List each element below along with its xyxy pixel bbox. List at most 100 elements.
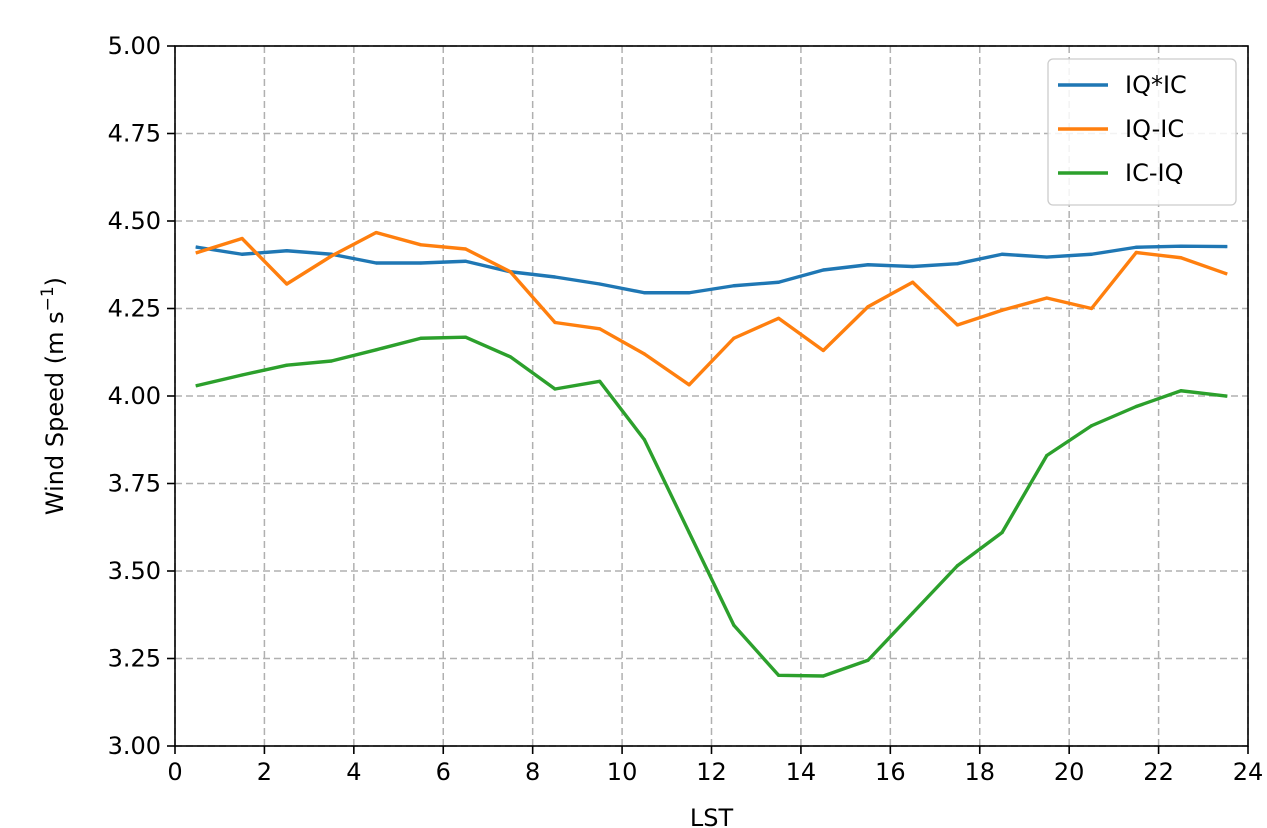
data-point-1-17	[955, 323, 959, 327]
legend-label-0: IQ*IC	[1125, 71, 1187, 99]
legend-box	[1047, 58, 1237, 206]
y-tick-label-7: 4.75	[108, 120, 161, 148]
x-tick-label-4: 8	[525, 758, 540, 786]
series-lines	[195, 230, 1228, 678]
data-point-0-11	[687, 291, 691, 295]
x-tick-label-0: 0	[167, 758, 182, 786]
data-point-0-23	[1224, 244, 1228, 249]
data-point-1-7	[508, 270, 512, 274]
x-tick-label-7: 14	[786, 758, 817, 786]
data-point-0-22	[1179, 244, 1183, 248]
data-point-1-3	[329, 254, 334, 258]
data-point-1-13	[776, 316, 781, 320]
x-tick-label-6: 12	[696, 758, 727, 786]
y-tick-label-2: 3.50	[108, 557, 161, 585]
x-tick-label-9: 18	[964, 758, 995, 786]
data-point-2-9	[598, 379, 602, 383]
data-point-0-6	[464, 259, 468, 263]
data-point-1-1	[240, 236, 244, 241]
y-axis-label-main: Wind Speed (m s	[41, 311, 69, 515]
data-point-2-18	[1000, 530, 1004, 535]
data-point-1-11	[687, 383, 691, 387]
x-tick-label-1: 2	[257, 758, 272, 786]
data-point-1-16	[911, 280, 915, 284]
data-point-1-6	[464, 247, 468, 251]
data-point-2-4	[374, 348, 378, 352]
data-point-2-8	[553, 387, 557, 391]
x-tick-label-11: 22	[1143, 758, 1174, 786]
data-point-1-5	[419, 243, 423, 247]
data-point-1-14	[821, 348, 825, 353]
data-point-1-20	[1089, 306, 1094, 311]
data-point-1-4	[374, 230, 378, 235]
x-tick-label-5: 10	[607, 758, 638, 786]
data-point-2-6	[464, 335, 468, 339]
x-tick-label-3: 6	[436, 758, 451, 786]
data-point-0-1	[240, 252, 244, 256]
y-tick-label-1: 3.25	[108, 645, 161, 673]
data-point-2-20	[1089, 424, 1094, 428]
y-tick-label-5: 4.25	[108, 295, 161, 323]
data-point-1-18	[1000, 308, 1004, 312]
series-0	[195, 244, 1228, 295]
y-tick-label-0: 3.00	[108, 732, 161, 760]
data-point-0-0	[195, 245, 199, 249]
data-point-0-18	[1000, 252, 1004, 256]
data-point-2-0	[195, 383, 199, 388]
data-point-1-8	[553, 320, 557, 325]
data-point-0-8	[553, 275, 557, 279]
y-tick-label-3: 3.75	[108, 470, 161, 498]
axis-ticks: 0 2 4 6 8 10 12 14 16 18 20 22 243.003.253.503.754.0…	[108, 32, 1264, 786]
legend-label-1: IQ-IC	[1125, 115, 1184, 143]
data-point-0-10	[642, 291, 647, 295]
legend: IQ*IC IQ-IC IC-IQ	[1047, 58, 1237, 206]
series-1	[195, 230, 1228, 387]
series-2	[195, 335, 1228, 678]
x-axis-label: LST	[690, 804, 734, 828]
data-point-1-23	[1224, 271, 1228, 276]
y-tick-label-6: 4.50	[108, 207, 161, 235]
y-tick-label-8: 5.00	[108, 32, 161, 60]
series-line-2	[195, 335, 1228, 678]
data-point-2-5	[419, 336, 423, 340]
series-line-1	[195, 230, 1228, 387]
data-point-2-11	[687, 530, 691, 535]
x-tick-label-12: 24	[1233, 758, 1264, 786]
data-point-0-16	[911, 264, 915, 269]
data-point-0-14	[821, 268, 825, 272]
y-axis-label: Wind Speed (m s−1)	[38, 277, 69, 515]
data-point-2-19	[1045, 453, 1049, 458]
data-point-2-15	[866, 658, 870, 662]
data-point-0-21	[1134, 245, 1138, 249]
data-point-2-13	[776, 673, 781, 677]
data-point-2-12	[732, 623, 736, 627]
data-point-1-21	[1134, 250, 1138, 255]
data-point-0-13	[776, 280, 781, 284]
data-point-0-12	[732, 284, 736, 288]
data-point-1-9	[598, 327, 602, 331]
data-point-1-0	[195, 250, 199, 255]
x-tick-label-10: 20	[1054, 758, 1085, 786]
data-point-1-10	[642, 352, 647, 356]
data-point-1-22	[1179, 256, 1183, 260]
data-point-0-17	[955, 262, 959, 266]
series-line-0	[195, 244, 1228, 295]
data-point-0-4	[374, 261, 378, 265]
y-tick-label-4: 4.00	[108, 382, 161, 410]
data-point-0-15	[866, 263, 870, 267]
data-point-1-19	[1045, 296, 1049, 300]
data-point-2-21	[1134, 404, 1138, 409]
data-point-2-2	[285, 363, 289, 367]
data-point-1-2	[285, 282, 289, 286]
data-point-0-20	[1089, 252, 1094, 256]
data-point-0-9	[598, 282, 602, 286]
data-point-1-12	[732, 336, 736, 340]
legend-label-2: IC-IQ	[1125, 159, 1183, 187]
x-tick-label-2: 4	[346, 758, 361, 786]
data-point-2-22	[1179, 389, 1183, 393]
data-point-2-7	[508, 355, 512, 359]
data-point-2-23	[1224, 394, 1228, 398]
data-point-2-3	[329, 359, 334, 363]
data-point-2-1	[240, 373, 244, 377]
data-point-2-14	[821, 674, 825, 678]
